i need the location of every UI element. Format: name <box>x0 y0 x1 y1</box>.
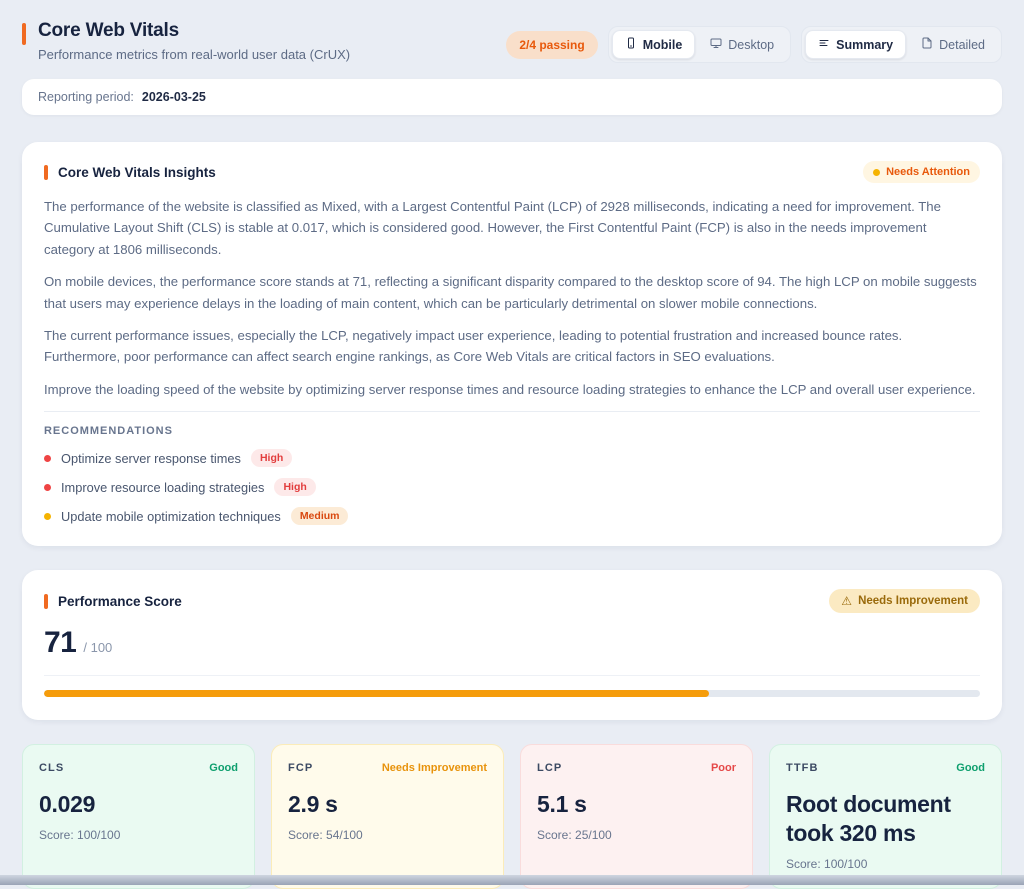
score-row: 71 / 100 <box>44 626 980 660</box>
recommendations-heading: RECOMMENDATIONS <box>44 425 173 437</box>
page-bottom-edge <box>0 875 1024 885</box>
insights-card: Core Web Vitals Insights Needs Attention… <box>22 142 1002 546</box>
priority-dot-icon <box>44 483 51 491</box>
insight-paragraph-1: The performance of the website is classi… <box>44 199 941 257</box>
metric-score: Score: 100/100 <box>39 827 121 842</box>
insight-paragraph-4: Improve the loading speed of the website… <box>44 381 976 397</box>
summary-icon <box>818 37 830 52</box>
warning-icon: ⚠ <box>841 594 853 608</box>
metric-score: Score: 25/100 <box>537 827 612 842</box>
detailed-button[interactable]: Detailed <box>908 30 998 59</box>
score-progress-track <box>44 690 980 697</box>
priority-dot-icon <box>44 454 51 462</box>
performance-score-title: Performance Score <box>58 593 182 609</box>
header-controls: 2/4 passing Mobile Desktop <box>506 26 1002 63</box>
metric-card-cls: CLS Good 0.029 Score: 100/100 <box>22 744 255 889</box>
metric-status-badge: Good <box>956 762 985 774</box>
desktop-icon <box>710 37 722 52</box>
metric-card-fcp: FCP Needs Improvement 2.9 s Score: 54/10… <box>271 744 504 889</box>
priority-dot-icon <box>44 512 51 520</box>
needs-attention-badge: Needs Attention <box>863 161 980 183</box>
recommendations-divider <box>44 411 980 412</box>
recommendation-item-3: Update mobile optimization techniques Me… <box>44 507 980 525</box>
metric-status-badge: Needs Improvement <box>381 762 487 774</box>
desktop-button[interactable]: Desktop <box>697 30 787 59</box>
summary-button-label: Summary <box>836 37 894 52</box>
metric-value: 2.9 s <box>288 791 338 817</box>
score-max: / 100 <box>83 640 113 655</box>
insights-title: Core Web Vitals Insights <box>58 164 216 180</box>
score-value: 71 <box>44 626 77 659</box>
page-subtitle: Performance metrics from real-world user… <box>38 47 351 62</box>
device-toggle-group: Mobile Desktop <box>607 26 792 63</box>
title-block: Core Web Vitals Performance metrics from… <box>22 20 350 62</box>
reporting-period-value: 2026-03-25 <box>141 90 206 104</box>
metric-status-badge: Good <box>209 762 238 774</box>
recommendation-text: Optimize server response times <box>61 450 241 466</box>
needs-attention-label: Needs Attention <box>886 166 970 178</box>
metric-name: FCP <box>288 762 314 774</box>
recommendation-item-1: Optimize server response times High <box>44 449 980 467</box>
mobile-button[interactable]: Mobile <box>611 30 696 59</box>
score-divider <box>44 675 980 676</box>
insight-paragraph-2: On mobile devices, the performance score… <box>44 274 977 311</box>
detailed-button-label: Detailed <box>939 37 985 52</box>
view-toggle-group: Summary Detailed <box>801 26 1002 63</box>
insights-card-header: Core Web Vitals Insights Needs Attention <box>44 161 980 183</box>
metric-status-badge: Poor <box>710 762 736 774</box>
page-title: Core Web Vitals <box>38 20 179 41</box>
priority-badge: High <box>274 478 316 496</box>
recommendation-text: Update mobile optimization techniques <box>61 508 281 524</box>
metric-name: LCP <box>537 762 563 774</box>
recommendation-item-2: Improve resource loading strategies High <box>44 478 980 496</box>
metric-value: 5.1 s <box>537 791 587 817</box>
insight-paragraph-3: The current performance issues, especial… <box>44 327 903 365</box>
metric-value: Root document took 320 ms <box>786 791 951 846</box>
summary-button[interactable]: Summary <box>805 30 907 59</box>
metric-score: Score: 100/100 <box>786 856 868 871</box>
mobile-icon <box>625 37 637 52</box>
attention-dot-icon <box>873 168 881 176</box>
recommendation-text: Improve resource loading strategies <box>61 479 265 495</box>
reporting-period-bar: Reporting period: 2026-03-25 <box>22 79 1002 115</box>
score-accent-bar <box>44 593 48 609</box>
metric-value: 0.029 <box>39 791 96 817</box>
priority-badge: High <box>250 449 293 467</box>
metric-cards-row: CLS Good 0.029 Score: 100/100 FCP Needs … <box>22 744 1002 889</box>
title-accent-bar <box>22 23 26 45</box>
metric-name: TTFB <box>786 762 819 774</box>
metric-card-ttfb: TTFB Good Root document took 320 ms Scor… <box>769 744 1002 889</box>
needs-improvement-label: Needs Improvement <box>858 595 968 607</box>
passing-badge: 2/4 passing <box>506 30 598 59</box>
score-card-header: Performance Score ⚠ Needs Improvement <box>44 589 980 613</box>
performance-score-card: Performance Score ⚠ Needs Improvement 71… <box>22 570 1002 720</box>
detailed-icon <box>921 37 933 52</box>
desktop-button-label: Desktop <box>728 37 775 52</box>
metric-name: CLS <box>39 762 65 774</box>
metric-card-lcp: LCP Poor 5.1 s Score: 25/100 <box>520 744 753 889</box>
mobile-button-label: Mobile <box>642 37 683 52</box>
page-header: Core Web Vitals Performance metrics from… <box>22 20 1002 63</box>
reporting-period-label: Reporting period: <box>38 90 134 104</box>
needs-improvement-badge: ⚠ Needs Improvement <box>829 589 980 613</box>
score-progress-fill <box>44 690 709 697</box>
priority-badge: Medium <box>290 507 349 525</box>
insights-accent-bar <box>44 164 48 180</box>
metric-score: Score: 54/100 <box>288 827 363 842</box>
